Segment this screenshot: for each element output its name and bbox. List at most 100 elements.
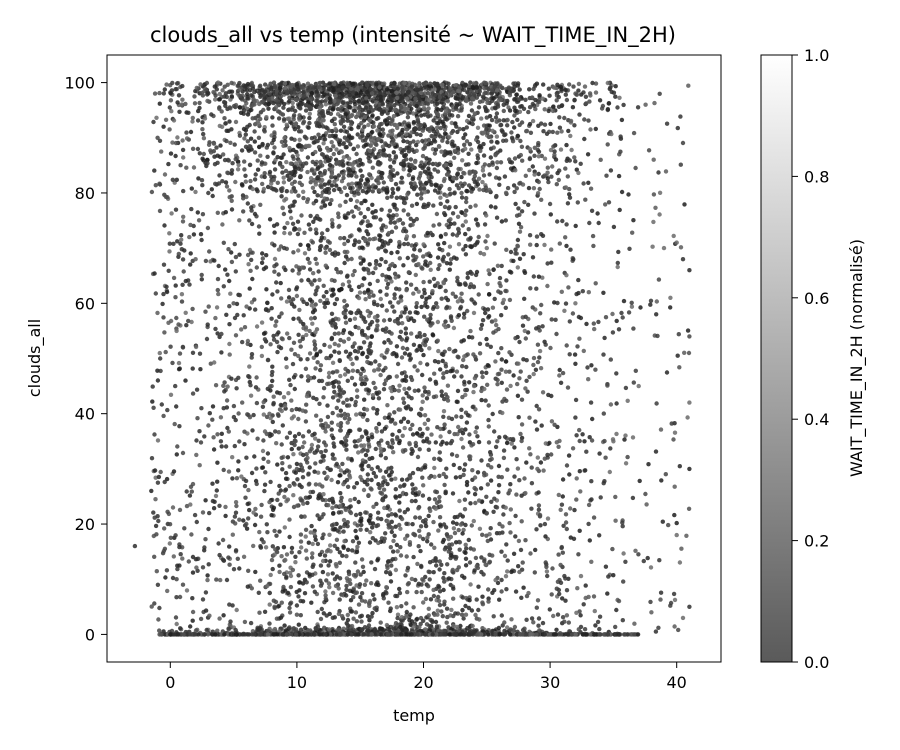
scatter-point bbox=[459, 108, 464, 113]
scatter-point bbox=[293, 560, 298, 565]
scatter-point bbox=[463, 556, 469, 561]
scatter-point bbox=[496, 463, 502, 469]
scatter-point bbox=[414, 216, 419, 222]
scatter-point bbox=[276, 330, 281, 335]
scatter-point bbox=[517, 256, 523, 261]
scatter-point bbox=[332, 122, 337, 127]
scatter-point bbox=[562, 115, 567, 121]
scatter-point bbox=[272, 145, 277, 150]
scatter-point bbox=[486, 292, 492, 297]
scatter-point bbox=[225, 425, 230, 431]
scatter-point bbox=[314, 261, 319, 266]
scatter-point bbox=[614, 371, 619, 376]
scatter-point bbox=[288, 382, 293, 388]
scatter-point bbox=[407, 442, 412, 447]
scatter-point bbox=[241, 209, 246, 214]
scatter-point bbox=[486, 599, 491, 604]
scatter-point bbox=[217, 173, 222, 178]
scatter-point bbox=[373, 474, 379, 479]
scatter-point bbox=[467, 284, 473, 290]
scatter-point bbox=[280, 467, 285, 472]
scatter-point bbox=[293, 554, 298, 559]
scatter-point bbox=[378, 217, 383, 222]
scatter-point bbox=[349, 623, 355, 629]
scatter-point bbox=[349, 287, 354, 293]
scatter-point bbox=[300, 468, 305, 473]
scatter-point bbox=[402, 482, 407, 487]
scatter-point bbox=[613, 494, 618, 500]
scatter-point bbox=[403, 374, 409, 379]
scatter-point bbox=[444, 620, 449, 625]
scatter-point bbox=[512, 125, 517, 130]
scatter-point bbox=[478, 326, 484, 331]
scatter-point bbox=[461, 127, 466, 132]
scatter-point bbox=[263, 470, 268, 475]
scatter-point bbox=[545, 573, 550, 579]
scatter-point bbox=[189, 532, 194, 537]
scatter-point bbox=[422, 332, 427, 338]
scatter-point bbox=[202, 434, 207, 439]
scatter-point bbox=[362, 397, 367, 402]
scatter-point bbox=[188, 222, 193, 228]
scatter-point bbox=[462, 281, 468, 286]
scatter-point bbox=[422, 287, 427, 293]
scatter-point bbox=[204, 80, 210, 86]
scatter-point bbox=[509, 130, 514, 135]
scatter-point bbox=[449, 130, 454, 136]
scatter-point bbox=[306, 429, 312, 434]
scatter-point bbox=[291, 452, 296, 457]
scatter-point bbox=[359, 201, 364, 206]
scatter-point bbox=[167, 541, 172, 546]
scatter-point bbox=[523, 490, 528, 496]
scatter-point bbox=[338, 373, 343, 379]
scatter-point bbox=[386, 143, 392, 149]
scatter-point bbox=[560, 550, 565, 555]
scatter-point bbox=[417, 528, 422, 533]
scatter-point bbox=[213, 493, 219, 499]
scatter-point bbox=[556, 444, 561, 449]
scatter-point bbox=[444, 466, 449, 471]
scatter-point bbox=[381, 593, 386, 598]
scatter-point bbox=[410, 470, 416, 476]
scatter-point bbox=[181, 188, 186, 194]
scatter-point bbox=[447, 244, 453, 249]
scatter-point bbox=[254, 400, 260, 406]
scatter-point bbox=[273, 429, 278, 434]
scatter-point bbox=[274, 533, 279, 538]
scatter-point bbox=[413, 498, 418, 504]
scatter-point bbox=[517, 87, 522, 92]
scatter-point bbox=[355, 394, 360, 399]
scatter-point bbox=[395, 187, 401, 192]
scatter-point bbox=[345, 118, 350, 123]
scatter-point bbox=[344, 593, 349, 598]
scatter-point bbox=[204, 627, 209, 633]
scatter-point bbox=[393, 487, 398, 492]
scatter-point bbox=[536, 407, 542, 412]
scatter-point bbox=[428, 597, 434, 602]
scatter-point bbox=[280, 461, 285, 466]
scatter-point bbox=[306, 125, 311, 130]
scatter-point bbox=[172, 421, 177, 427]
scatter-point bbox=[316, 269, 321, 274]
scatter-point bbox=[340, 115, 346, 120]
scatter-point bbox=[279, 442, 284, 447]
scatter-point bbox=[283, 267, 288, 273]
scatter-point bbox=[163, 349, 168, 355]
scatter-point bbox=[459, 414, 464, 420]
scatter-point bbox=[214, 577, 219, 582]
scatter-point bbox=[348, 609, 353, 614]
scatter-point bbox=[439, 393, 445, 398]
scatter-point bbox=[366, 326, 371, 331]
scatter-point bbox=[410, 176, 415, 182]
scatter-point bbox=[366, 313, 372, 319]
scatter-point bbox=[397, 590, 403, 596]
scatter-point bbox=[492, 296, 497, 302]
scatter-point bbox=[503, 288, 508, 294]
scatter-point bbox=[303, 534, 308, 539]
scatter-point bbox=[463, 146, 468, 151]
scatter-point bbox=[326, 424, 331, 429]
scatter-point bbox=[337, 142, 342, 147]
scatter-point bbox=[386, 600, 391, 605]
scatter-point bbox=[321, 492, 326, 497]
scatter-point bbox=[215, 460, 220, 465]
